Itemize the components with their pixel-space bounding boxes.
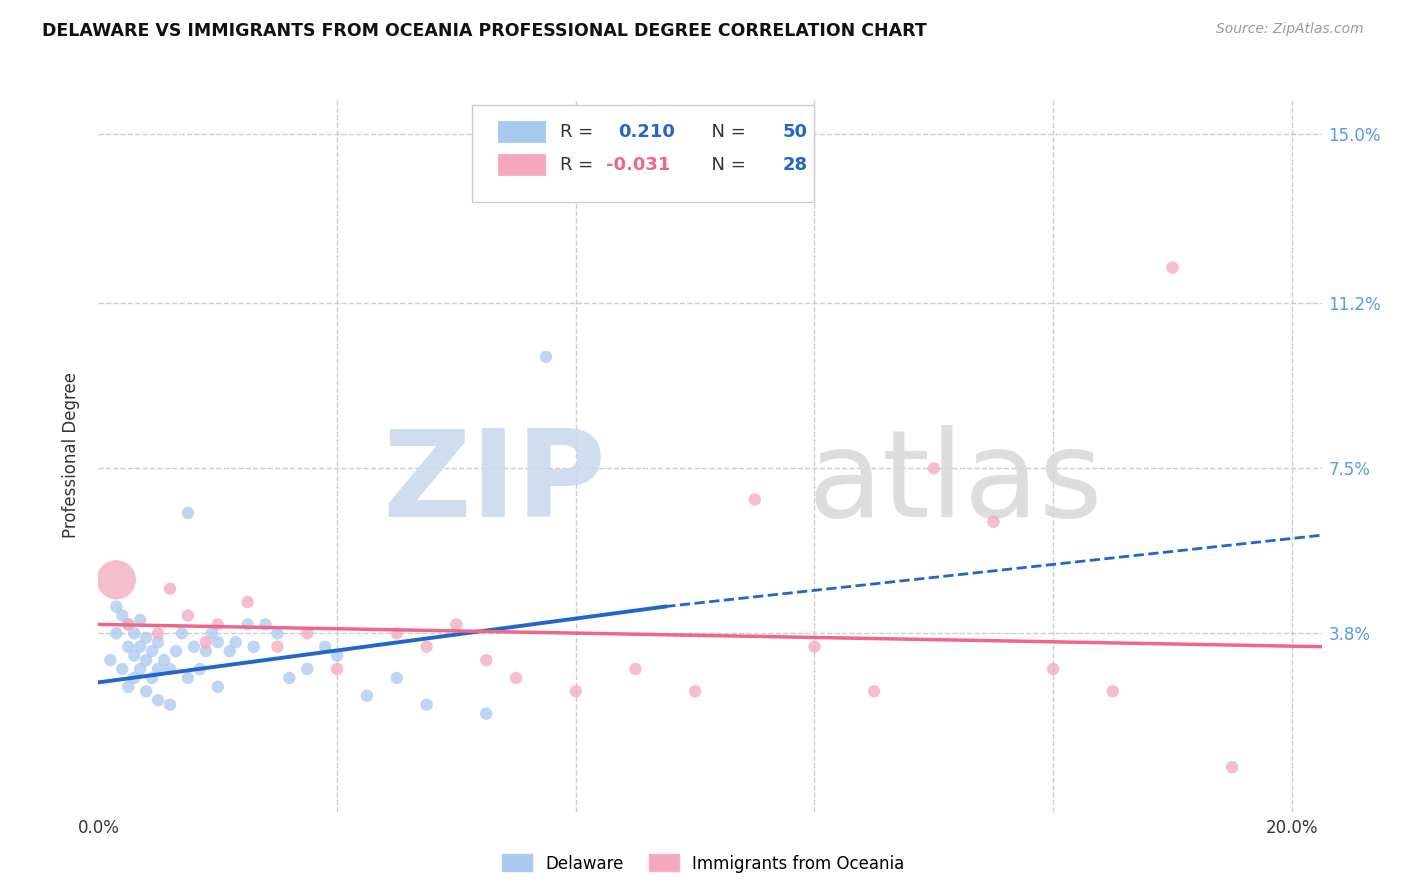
Point <box>129 640 152 654</box>
Point <box>475 706 498 721</box>
Point <box>141 644 163 658</box>
Point <box>129 613 152 627</box>
Point <box>117 680 139 694</box>
Point <box>146 626 169 640</box>
Point <box>117 617 139 632</box>
Point <box>122 671 145 685</box>
Point <box>1161 260 1184 275</box>
Point <box>153 653 176 667</box>
Text: R =: R = <box>560 156 599 174</box>
Point <box>111 662 134 676</box>
Point <box>744 492 766 507</box>
Text: 28: 28 <box>782 156 807 174</box>
Point <box>183 640 205 654</box>
Point <box>194 644 217 658</box>
Text: 50: 50 <box>782 123 807 141</box>
Point <box>326 662 349 676</box>
Point <box>225 635 247 649</box>
Point <box>803 640 825 654</box>
Point <box>170 626 193 640</box>
Point <box>117 617 139 632</box>
Point <box>159 698 181 712</box>
Point <box>141 671 163 685</box>
Point <box>254 617 277 632</box>
Text: N =: N = <box>700 123 752 141</box>
Point <box>624 662 647 676</box>
Point <box>385 626 408 640</box>
Point <box>415 640 437 654</box>
Text: atlas: atlas <box>808 425 1104 542</box>
Text: DELAWARE VS IMMIGRANTS FROM OCEANIA PROFESSIONAL DEGREE CORRELATION CHART: DELAWARE VS IMMIGRANTS FROM OCEANIA PROF… <box>42 22 927 40</box>
FancyBboxPatch shape <box>498 121 546 143</box>
Point <box>297 662 319 676</box>
Point <box>236 617 259 632</box>
Point <box>242 640 264 654</box>
Point <box>266 626 288 640</box>
Point <box>356 689 378 703</box>
Point <box>105 573 128 587</box>
Text: R =: R = <box>560 123 599 141</box>
Point <box>188 662 211 676</box>
Point <box>135 631 157 645</box>
Point <box>1220 760 1243 774</box>
Point <box>129 662 152 676</box>
Point <box>177 506 200 520</box>
Point <box>159 582 181 596</box>
Point <box>105 599 128 614</box>
Point <box>314 640 336 654</box>
Point <box>266 640 288 654</box>
Point <box>385 671 408 685</box>
Point <box>446 617 468 632</box>
Point <box>505 671 527 685</box>
Point <box>863 684 886 698</box>
Point <box>122 648 145 663</box>
Point <box>165 644 187 658</box>
Point <box>207 617 229 632</box>
Point <box>122 626 145 640</box>
Text: -0.031: -0.031 <box>606 156 671 174</box>
Point <box>135 684 157 698</box>
FancyBboxPatch shape <box>498 153 546 175</box>
Text: 0.210: 0.210 <box>619 123 675 141</box>
Point <box>236 595 259 609</box>
Legend: Delaware, Immigrants from Oceania: Delaware, Immigrants from Oceania <box>495 847 911 880</box>
Point <box>983 515 1005 529</box>
Y-axis label: Professional Degree: Professional Degree <box>62 372 80 538</box>
Point <box>922 461 945 475</box>
Point <box>117 640 139 654</box>
Point <box>475 653 498 667</box>
Text: Source: ZipAtlas.com: Source: ZipAtlas.com <box>1216 22 1364 37</box>
Point <box>194 635 217 649</box>
Text: ZIP: ZIP <box>382 425 606 542</box>
Point <box>1042 662 1064 676</box>
Point <box>201 626 224 640</box>
Point <box>98 653 121 667</box>
Point <box>135 653 157 667</box>
Point <box>534 350 557 364</box>
Point <box>207 680 229 694</box>
Point <box>415 698 437 712</box>
FancyBboxPatch shape <box>471 105 814 202</box>
Point <box>278 671 301 685</box>
Point <box>218 644 240 658</box>
Point <box>146 635 169 649</box>
Point <box>683 684 706 698</box>
Point <box>105 626 128 640</box>
Point <box>177 671 200 685</box>
Point <box>111 608 134 623</box>
Point <box>177 608 200 623</box>
Point <box>565 684 588 698</box>
Point <box>159 662 181 676</box>
Point <box>207 635 229 649</box>
Point <box>326 648 349 663</box>
Point <box>297 626 319 640</box>
Point <box>146 662 169 676</box>
Point <box>1101 684 1123 698</box>
Text: N =: N = <box>700 156 752 174</box>
Point <box>146 693 169 707</box>
